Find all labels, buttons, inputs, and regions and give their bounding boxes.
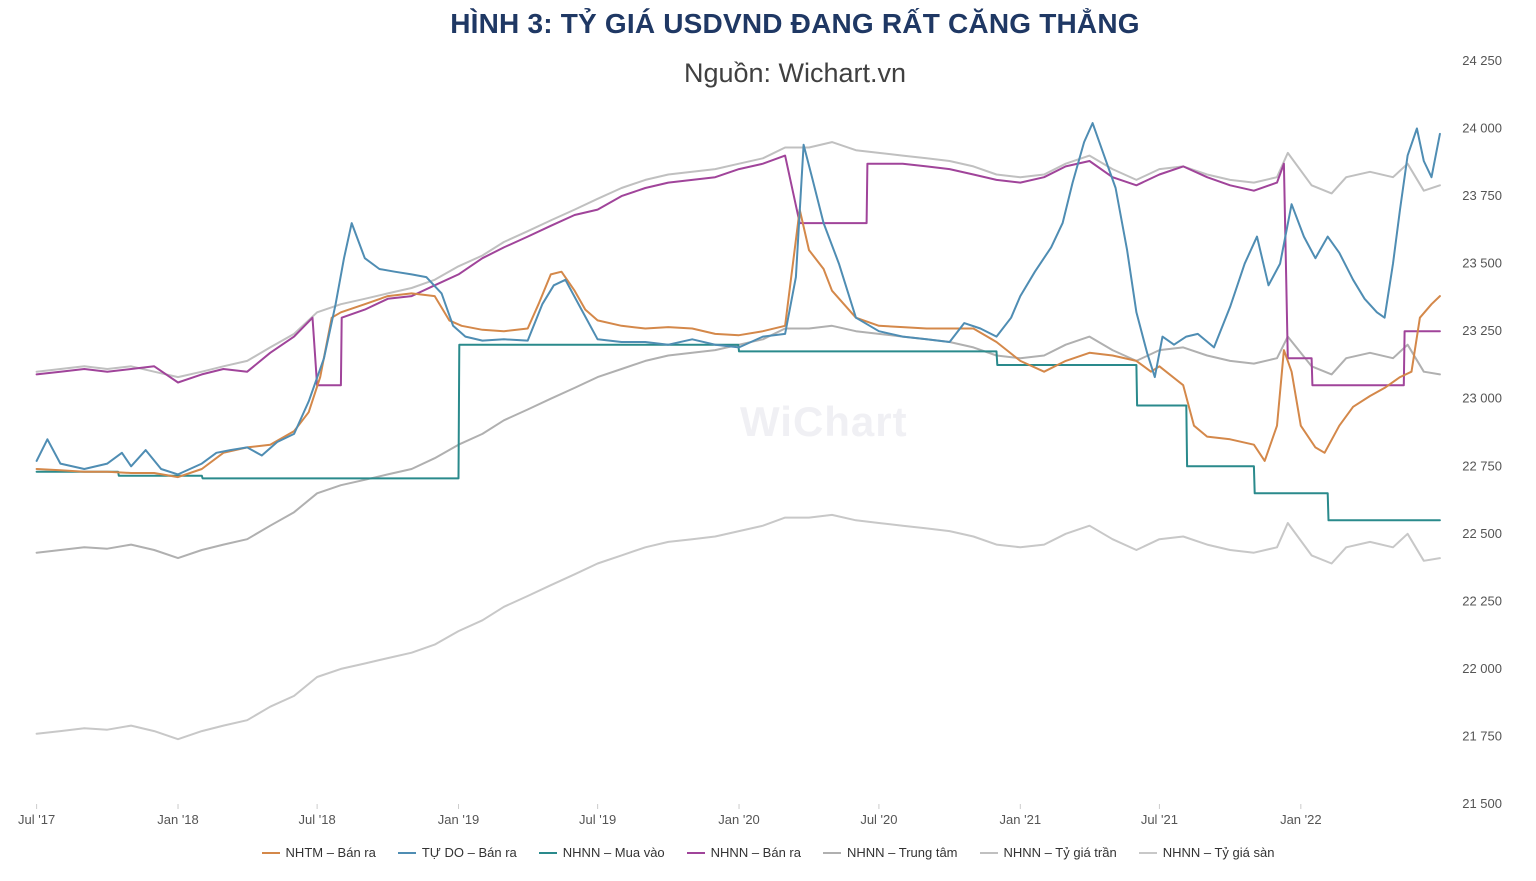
- y-tick-label: 21 500: [1462, 796, 1502, 811]
- legend-item[interactable]: NHNN – Trung tâm: [822, 845, 958, 860]
- series-lines: [35, 122, 1441, 741]
- x-tick-label: Jul '17: [18, 812, 55, 827]
- legend-label: TỰ DO – Bán ra: [421, 845, 517, 860]
- x-axis-ticks: Jul '17 Jan '18 Jul '18 Jan '19 Jul '19 Jan '…: [18, 804, 1322, 827]
- legend-item[interactable]: NHNN – Bán ra: [686, 845, 801, 860]
- y-tick-label: 23 000: [1462, 391, 1502, 406]
- legend-swatch: [686, 851, 705, 854]
- legend-item[interactable]: TỰ DO – Bán ra: [397, 845, 517, 860]
- series-line-6: [35, 513, 1441, 741]
- series-line-3: [35, 154, 1441, 387]
- chart-subtitle: Nguồn: Wichart.vn: [683, 58, 907, 88]
- y-tick-label: 24 250: [1462, 53, 1502, 68]
- watermark: WiChart: [740, 398, 908, 445]
- legend-swatch: [538, 851, 557, 854]
- y-tick-label: 21 750: [1462, 728, 1502, 743]
- legend-label: NHNN – Tỷ giá sàn: [1162, 845, 1275, 860]
- legend-item[interactable]: NHNN – Mua vào: [538, 845, 665, 860]
- x-tick-label: Jan '22: [1280, 812, 1322, 827]
- legend-swatch: [261, 851, 280, 854]
- x-tick-label: Jul '21: [1141, 812, 1178, 827]
- legend-label: NHNN – Bán ra: [710, 845, 801, 860]
- x-tick-label: Jan '21: [1000, 812, 1042, 827]
- x-tick-label: Jul '18: [299, 812, 336, 827]
- legend-label: NHNN – Tỷ giá trần: [1003, 845, 1117, 860]
- series-line-0: [35, 208, 1441, 479]
- y-tick-label: 23 500: [1462, 256, 1502, 271]
- legend-swatch: [397, 851, 416, 854]
- y-tick-label: 23 250: [1462, 323, 1502, 338]
- y-tick-label: 22 750: [1462, 458, 1502, 473]
- legend-item[interactable]: NHNN – Tỷ giá sàn: [1138, 845, 1275, 860]
- series-line-4: [35, 324, 1441, 560]
- legend-label: NHNN – Mua vào: [562, 845, 665, 860]
- x-tick-label: Jan '20: [718, 812, 760, 827]
- x-tick-label: Jan '18: [157, 812, 199, 827]
- legend-label: NHTM – Bán ra: [285, 845, 376, 860]
- x-tick-label: Jan '19: [438, 812, 480, 827]
- x-tick-label: Jul '19: [579, 812, 616, 827]
- legend-item[interactable]: NHNN – Tỷ giá trần: [979, 845, 1117, 860]
- legend-swatch: [1138, 851, 1157, 854]
- series-line-2: [35, 343, 1441, 522]
- y-axis-ticks: 24 250 24 000 23 750 23 500 23 250 23 000 22 7…: [1462, 53, 1502, 811]
- legend: NHTM – Bán ra TỰ DO – Bán ra NHNN – Mua và…: [0, 845, 1536, 860]
- y-tick-label: 22 250: [1462, 593, 1502, 608]
- chart-title: HÌNH 3: TỶ GIÁ USDVND ĐANG RẤT CĂNG THẲN…: [450, 8, 1140, 39]
- series-line-5: [35, 141, 1441, 379]
- series-line-1: [35, 122, 1441, 476]
- y-tick-label: 24 000: [1462, 121, 1502, 136]
- x-tick-label: Jul '20: [860, 812, 897, 827]
- legend-label: NHNN – Trung tâm: [846, 845, 958, 860]
- y-tick-label: 23 750: [1462, 188, 1502, 203]
- y-tick-label: 22 000: [1462, 661, 1502, 676]
- legend-item[interactable]: NHTM – Bán ra: [261, 845, 376, 860]
- y-tick-label: 22 500: [1462, 526, 1502, 541]
- legend-swatch: [979, 851, 998, 854]
- legend-swatch: [822, 851, 841, 854]
